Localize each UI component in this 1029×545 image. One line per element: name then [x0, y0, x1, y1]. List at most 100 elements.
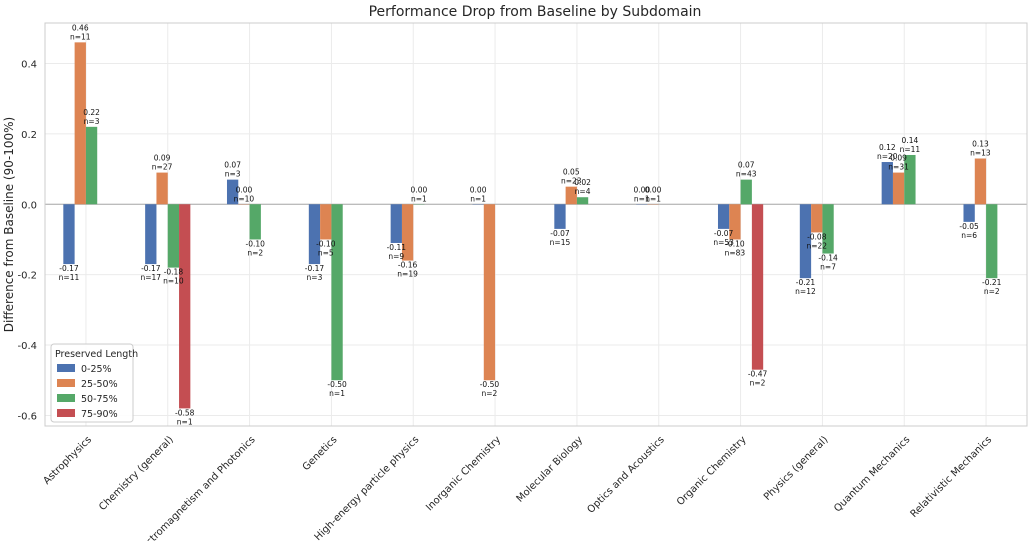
data-label: 0.00 — [645, 185, 662, 194]
legend-swatch — [57, 379, 75, 387]
data-label: 0.46 — [72, 23, 89, 32]
bar — [718, 204, 729, 229]
legend-swatch — [57, 364, 75, 372]
data-label: 0.07 — [738, 161, 755, 170]
data-label: -0.21 — [982, 278, 1002, 287]
data-label: -0.16 — [398, 261, 418, 270]
data-label: -0.17 — [141, 264, 161, 273]
data-count-label: n=31 — [888, 163, 909, 172]
legend-swatch — [57, 409, 75, 417]
data-count-label: n=5 — [318, 248, 334, 257]
bar — [331, 204, 342, 380]
legend-swatch — [57, 394, 75, 402]
chart-title: Performance Drop from Baseline by Subdom… — [369, 4, 702, 20]
bar — [752, 204, 763, 369]
data-count-label: n=27 — [152, 163, 173, 172]
data-count-label: n=2 — [750, 379, 766, 388]
bar — [986, 204, 997, 278]
bar — [168, 204, 179, 267]
bar — [320, 204, 331, 239]
data-count-label: n=22 — [806, 241, 827, 250]
data-count-label: n=1 — [470, 194, 486, 203]
data-label: -0.14 — [818, 254, 838, 263]
data-label: -0.58 — [175, 408, 195, 417]
bar — [179, 204, 190, 408]
data-label: 0.05 — [563, 168, 580, 177]
bar — [250, 204, 261, 239]
data-label: -0.08 — [807, 232, 827, 241]
y-tick-label: 0.0 — [21, 200, 37, 211]
data-count-label: n=2 — [482, 389, 498, 398]
bar — [145, 204, 156, 264]
data-label: 0.13 — [972, 140, 989, 149]
bar — [975, 159, 986, 205]
y-tick-label: 0.4 — [21, 59, 37, 70]
data-label: 0.09 — [890, 154, 907, 163]
data-count-label: n=1 — [645, 194, 661, 203]
data-label: 0.00 — [470, 185, 487, 194]
data-count-label: n=11 — [59, 273, 80, 282]
data-label: -0.18 — [164, 268, 184, 277]
data-count-label: n=2 — [247, 248, 263, 257]
data-count-label: n=3 — [225, 170, 241, 179]
data-label: 0.09 — [154, 154, 171, 163]
data-count-label: n=43 — [736, 170, 757, 179]
data-label: -0.10 — [725, 239, 745, 248]
data-count-label: n=1 — [177, 417, 193, 426]
data-label: -0.05 — [959, 222, 979, 231]
data-label: 0.00 — [236, 185, 253, 194]
bar — [811, 204, 822, 232]
data-label: 0.02 — [574, 178, 591, 187]
data-count-label: n=2 — [984, 287, 1000, 296]
data-count-label: n=6 — [961, 231, 977, 240]
bar — [963, 204, 974, 222]
data-label: -0.10 — [316, 239, 336, 248]
legend-entry: 50-75% — [81, 394, 118, 405]
data-label: 0.12 — [879, 143, 896, 152]
bar — [893, 173, 904, 205]
data-label: -0.07 — [550, 229, 570, 238]
data-label: 0.07 — [224, 161, 241, 170]
data-label: 0.22 — [83, 108, 100, 117]
data-label: -0.07 — [714, 229, 734, 238]
y-tick-label: -0.2 — [17, 271, 37, 282]
data-label: -0.17 — [59, 264, 79, 273]
data-count-label: n=15 — [550, 238, 571, 247]
data-label: -0.10 — [246, 239, 266, 248]
data-count-label: n=12 — [795, 287, 816, 296]
legend-title: Preserved Length — [55, 349, 138, 360]
bar — [391, 204, 402, 243]
data-count-label: n=11 — [70, 32, 91, 41]
y-tick-label: -0.4 — [17, 341, 37, 352]
legend-entry: 75-90% — [81, 409, 118, 420]
data-label: -0.17 — [305, 264, 325, 273]
y-axis-title: Difference from Baseline (90-100%) — [2, 117, 16, 332]
data-count-label: n=4 — [575, 187, 591, 196]
data-count-label: n=13 — [970, 149, 991, 158]
y-tick-label: -0.6 — [17, 411, 37, 422]
bar — [63, 204, 74, 264]
data-count-label: n=3 — [307, 273, 323, 282]
bar — [554, 204, 565, 229]
data-label: -0.11 — [387, 243, 407, 252]
data-count-label: n=19 — [397, 270, 418, 279]
data-label: -0.47 — [748, 370, 768, 379]
bar — [577, 197, 588, 204]
data-label: -0.21 — [796, 278, 816, 287]
data-label: 0.14 — [902, 136, 919, 145]
data-count-label: n=83 — [725, 248, 746, 257]
legend-entry: 25-50% — [81, 379, 118, 390]
bar — [741, 180, 752, 205]
data-count-label: n=11 — [900, 145, 921, 154]
data-label: 0.00 — [411, 185, 428, 194]
data-count-label: n=3 — [84, 117, 100, 126]
y-tick-label: 0.2 — [21, 130, 37, 141]
bar — [484, 204, 495, 380]
data-count-label: n=1 — [329, 389, 345, 398]
data-count-label: n=17 — [141, 273, 162, 282]
bar — [156, 173, 167, 205]
data-label: -0.50 — [480, 380, 500, 389]
